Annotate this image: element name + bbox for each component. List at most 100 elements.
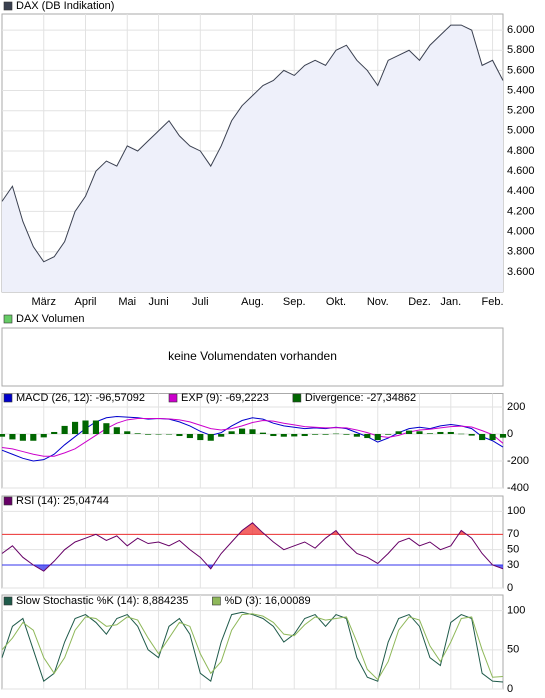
y-tick-label: 5.000 bbox=[507, 125, 535, 137]
y-tick-label: 3.800 bbox=[507, 246, 535, 258]
bar bbox=[353, 434, 360, 437]
bar bbox=[186, 434, 193, 439]
y-tick-label: 70 bbox=[507, 528, 519, 540]
legend-swatch bbox=[3, 314, 13, 324]
bar bbox=[280, 434, 287, 437]
bar bbox=[447, 431, 454, 434]
y-tick-label: 50 bbox=[507, 544, 519, 556]
x-tick-label: Aug. bbox=[241, 296, 264, 308]
y-tick-label: 100 bbox=[507, 505, 525, 517]
x-tick-label: März bbox=[32, 296, 56, 308]
legend-swatch bbox=[3, 393, 13, 403]
x-tick-label: Sep. bbox=[283, 296, 306, 308]
y-tick-label: 3.600 bbox=[507, 266, 535, 278]
threshold-fill bbox=[2, 522, 503, 535]
legend-swatch bbox=[168, 393, 178, 403]
bar bbox=[155, 434, 162, 435]
y-tick-label: 4.000 bbox=[507, 225, 535, 237]
bar bbox=[0, 434, 6, 437]
bar bbox=[30, 434, 37, 441]
bar bbox=[134, 433, 141, 434]
y-tick-label: 30 bbox=[507, 559, 519, 571]
line bbox=[1, 417, 504, 457]
y-tick-label: 0 bbox=[507, 582, 513, 594]
legend-label: DAX Volumen bbox=[16, 313, 84, 325]
legend-label: MACD (26, 12): -96,57092 bbox=[16, 392, 145, 404]
legend-swatch bbox=[3, 596, 13, 606]
bar bbox=[92, 420, 100, 434]
bar bbox=[426, 433, 434, 434]
x-tick-label: Okt. bbox=[326, 296, 346, 308]
x-tick-label: April bbox=[74, 296, 96, 308]
x-tick-label: Jan. bbox=[440, 296, 461, 308]
y-tick-label: 5.400 bbox=[507, 84, 535, 96]
bar bbox=[249, 429, 256, 434]
legend-label: RSI (14): 25,04744 bbox=[16, 495, 109, 507]
x-tick-label: Mai bbox=[118, 296, 136, 308]
bar bbox=[259, 432, 267, 434]
bar bbox=[489, 434, 496, 441]
y-tick-label: 50 bbox=[507, 644, 519, 656]
x-tick-label: Juni bbox=[148, 296, 168, 308]
bar bbox=[51, 431, 58, 434]
line bbox=[1, 522, 504, 572]
bar bbox=[218, 434, 225, 437]
bar bbox=[416, 431, 423, 434]
y-tick-label: 200 bbox=[507, 401, 525, 413]
bar bbox=[385, 434, 392, 435]
line bbox=[1, 613, 504, 681]
bar bbox=[479, 434, 486, 441]
x-tick-label: Juli bbox=[192, 296, 209, 308]
bar bbox=[9, 434, 16, 440]
bar bbox=[374, 434, 381, 441]
y-tick-label: -200 bbox=[507, 455, 529, 467]
bar bbox=[238, 428, 246, 434]
bar bbox=[405, 430, 413, 434]
bar bbox=[165, 434, 173, 435]
bar bbox=[176, 434, 183, 437]
x-tick-label: Feb. bbox=[482, 296, 504, 308]
bar bbox=[291, 434, 298, 437]
legend-swatch bbox=[212, 596, 221, 606]
y-tick-label: 4.200 bbox=[507, 205, 535, 217]
bar bbox=[19, 434, 26, 441]
y-tick-label: 6.000 bbox=[507, 24, 535, 36]
legend-label: Divergence: -27,34862 bbox=[305, 392, 416, 404]
legend-swatch bbox=[292, 393, 302, 403]
y-tick-label: 100 bbox=[507, 605, 525, 617]
line bbox=[1, 24, 504, 263]
x-tick-label: Dez. bbox=[408, 296, 431, 308]
bar bbox=[499, 434, 507, 438]
bar bbox=[207, 434, 214, 441]
y-tick-label: -400 bbox=[507, 482, 529, 494]
y-tick-label: 0 bbox=[507, 428, 513, 440]
y-tick-label: 5.600 bbox=[507, 64, 535, 76]
y-tick-label: 5.800 bbox=[507, 44, 535, 56]
bar bbox=[103, 423, 110, 434]
bar bbox=[332, 433, 340, 435]
bar bbox=[322, 434, 329, 435]
bar bbox=[228, 431, 235, 434]
x-tick-label: Nov. bbox=[367, 296, 389, 308]
bar bbox=[364, 434, 371, 439]
y-tick-label: 4.600 bbox=[507, 165, 535, 177]
bar bbox=[113, 427, 120, 434]
annotation: keine Volumendaten vorhanden bbox=[168, 349, 337, 363]
bar bbox=[301, 434, 308, 437]
legend-label: %D (3): 16,00089 bbox=[224, 595, 310, 607]
bar bbox=[71, 421, 79, 434]
bar bbox=[395, 431, 402, 434]
legend-label: Slow Stochastic %K (14): 8,884235 bbox=[16, 595, 188, 607]
bar bbox=[61, 425, 68, 434]
bar bbox=[82, 420, 89, 434]
y-tick-label: 0 bbox=[507, 683, 513, 695]
legend-label: DAX (DB Indikation) bbox=[16, 0, 114, 12]
bar bbox=[40, 434, 47, 438]
plot-frame bbox=[1, 327, 504, 387]
bar bbox=[270, 434, 277, 437]
legend-label: EXP (9): -69,2223 bbox=[181, 392, 269, 404]
bar bbox=[468, 434, 475, 436]
y-tick-label: 4.400 bbox=[507, 185, 535, 197]
bar bbox=[437, 431, 444, 434]
bar bbox=[145, 434, 152, 435]
